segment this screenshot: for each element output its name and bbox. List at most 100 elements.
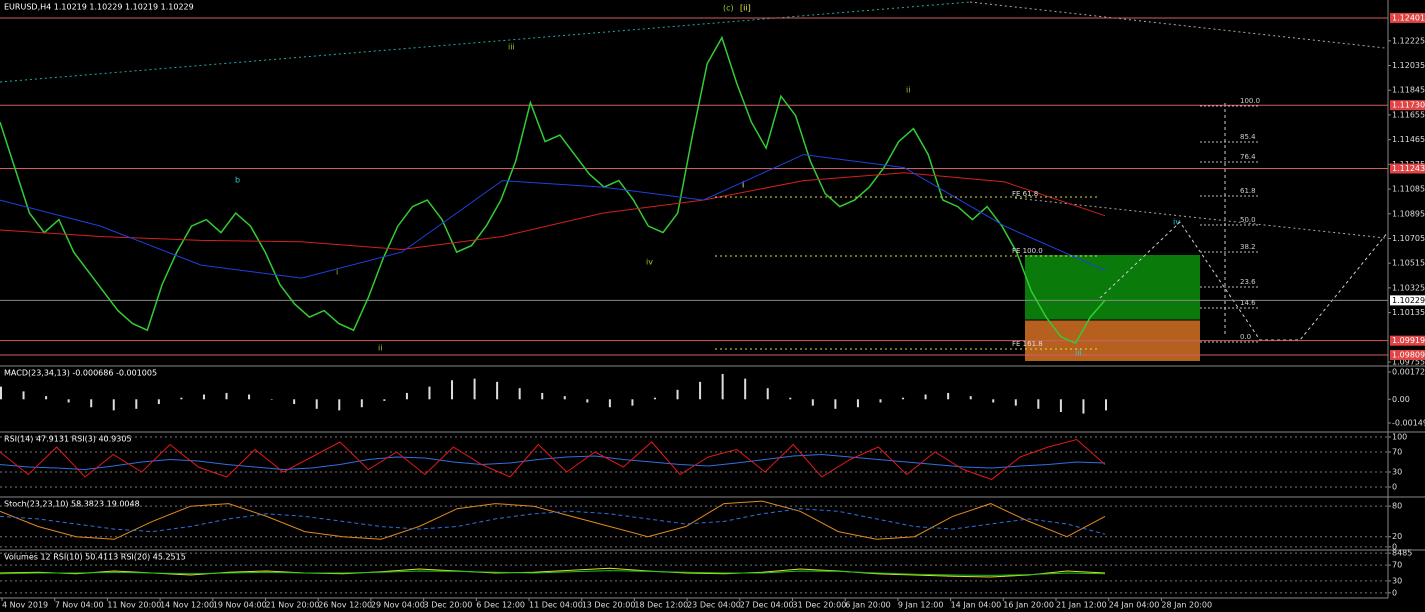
y-tick-label: 1.10325 [1392, 283, 1425, 292]
y-tick-label: 0 [1392, 588, 1397, 597]
macd-bar [451, 380, 454, 400]
y-tick-label: 80 [1392, 502, 1402, 511]
wave-label: iii [508, 43, 515, 52]
macd-bar [248, 394, 251, 400]
price-level-box [1390, 100, 1425, 111]
macd-bar [112, 399, 115, 411]
x-tick-label: 6 Dec 12:00 [476, 601, 525, 610]
x-tick-label: 14 Nov 12:00 [160, 601, 214, 610]
y-tick-label: 0.00 [1392, 395, 1410, 404]
price-level-box [1390, 295, 1425, 306]
macd-bar [383, 399, 386, 401]
macd-bar [902, 397, 905, 400]
series-line [0, 172, 1106, 251]
macd-bar [789, 397, 792, 400]
macd-bar [856, 399, 859, 408]
macd-bar [90, 399, 93, 408]
x-tick-label: 19 Nov 04:00 [213, 601, 267, 610]
fe-label: FE 161.8 [1012, 340, 1043, 348]
x-tick-label: 6 Jan 20:00 [845, 601, 891, 610]
x-tick-label: 7 Nov 04:00 [55, 601, 104, 610]
x-tick-label: 24 Jan 04:00 [1109, 601, 1160, 610]
y-tick-label: 1.11845 [1392, 86, 1425, 95]
macd-bar [0, 386, 2, 400]
panel-title: Stoch(23,23,10) 58.3823 19.0048 [4, 500, 140, 509]
fib-label: 100.0 [1240, 97, 1260, 105]
y-tick-label: 0 [1392, 483, 1397, 492]
macd-bar [879, 399, 882, 403]
fib-label: 0.0 [1240, 333, 1251, 341]
macd-bar [992, 399, 995, 403]
macd-bar [496, 381, 499, 400]
y-tick-label: 1.12225 [1392, 36, 1425, 45]
y-tick-label: 1.10895 [1392, 209, 1425, 218]
macd-bar [1037, 399, 1040, 409]
macd-bar [947, 392, 950, 400]
price-level-label: 1.09809 [1392, 350, 1425, 359]
fib-label: 14.6 [1240, 299, 1256, 307]
fe-label: FE 61.8 [1012, 190, 1038, 198]
target-zone [1025, 255, 1200, 320]
y-tick-label: 1.10515 [1392, 259, 1425, 268]
wave-label: iv [1173, 218, 1180, 227]
x-tick-label: 11 Dec 04:00 [529, 601, 583, 610]
macd-bar [541, 392, 544, 400]
x-tick-label: 13 Dec 20:00 [582, 601, 636, 610]
y-tick-label: 8485 [1392, 549, 1412, 558]
y-tick-label: 0.00172 [1392, 368, 1425, 377]
y-tick-label: 70 [1392, 561, 1402, 570]
price-level-label: 1.12401 [1392, 13, 1425, 22]
macd-bar [563, 396, 566, 400]
series-line [0, 500, 1106, 540]
y-tick-label: 70 [1392, 448, 1402, 457]
x-tick-label: 21 Nov 20:00 [266, 601, 320, 610]
macd-bar [22, 391, 25, 400]
fe-label: FE 100.0 [1012, 247, 1043, 255]
wave-label: iv [646, 258, 653, 267]
macd-bar [744, 378, 747, 400]
price-level-label: 1.11243 [1392, 164, 1425, 173]
macd-bar [473, 378, 476, 400]
y-tick-label: 1.10135 [1392, 308, 1425, 317]
macd-bar [45, 396, 48, 400]
series-line [0, 570, 1106, 576]
series-line [0, 567, 1106, 578]
y-tick-label: 1.11655 [1392, 110, 1425, 119]
wave-label: iii [1075, 349, 1082, 358]
x-tick-label: 9 Jan 12:00 [898, 601, 944, 610]
macd-bar [834, 399, 837, 409]
x-tick-label: 29 Nov 04:00 [371, 601, 425, 610]
panel-title: Volumes 12 RSI(10) 50.4113 RSI(20) 45.25… [4, 553, 186, 562]
y-tick-label: 1.11085 [1392, 185, 1425, 194]
price-level-box [1390, 335, 1425, 346]
x-tick-label: 16 Jan 20:00 [1003, 601, 1054, 610]
macd-bar [315, 399, 318, 409]
macd-bar [180, 397, 183, 400]
x-tick-label: 4 Nov 2019 [2, 601, 48, 610]
macd-bar [1105, 399, 1107, 411]
price-level-box [1390, 163, 1425, 174]
macd-bar [293, 399, 296, 405]
fib-label: 23.6 [1240, 278, 1256, 286]
x-tick-label: 31 Dec 20:00 [793, 601, 847, 610]
panel-title: RSI(14) 47.9131 RSI(3) 40.9305 [4, 435, 132, 444]
macd-bar [135, 399, 138, 409]
macd-bar [676, 389, 679, 400]
panel-title: MACD(23,34,13) -0.000686 -0.001005 [4, 369, 157, 378]
macd-bar [1082, 399, 1085, 414]
macd-bar [924, 394, 927, 400]
x-tick-label: 27 Dec 04:00 [740, 601, 794, 610]
x-tick-label: 21 Jan 12:00 [1056, 601, 1107, 610]
price-level-label: 1.11730 [1392, 101, 1425, 110]
wave-label: i [336, 268, 338, 277]
y-tick-label: 30 [1392, 576, 1402, 585]
y-tick-label: 1.11465 [1392, 135, 1425, 144]
macd-bar [360, 399, 363, 408]
wave-label: (c) [723, 4, 734, 13]
y-tick-label: 1.09755 [1392, 358, 1425, 367]
wave-label: b [235, 176, 240, 185]
macd-bar [338, 399, 341, 411]
y-tick-label: 20 [1392, 532, 1402, 541]
